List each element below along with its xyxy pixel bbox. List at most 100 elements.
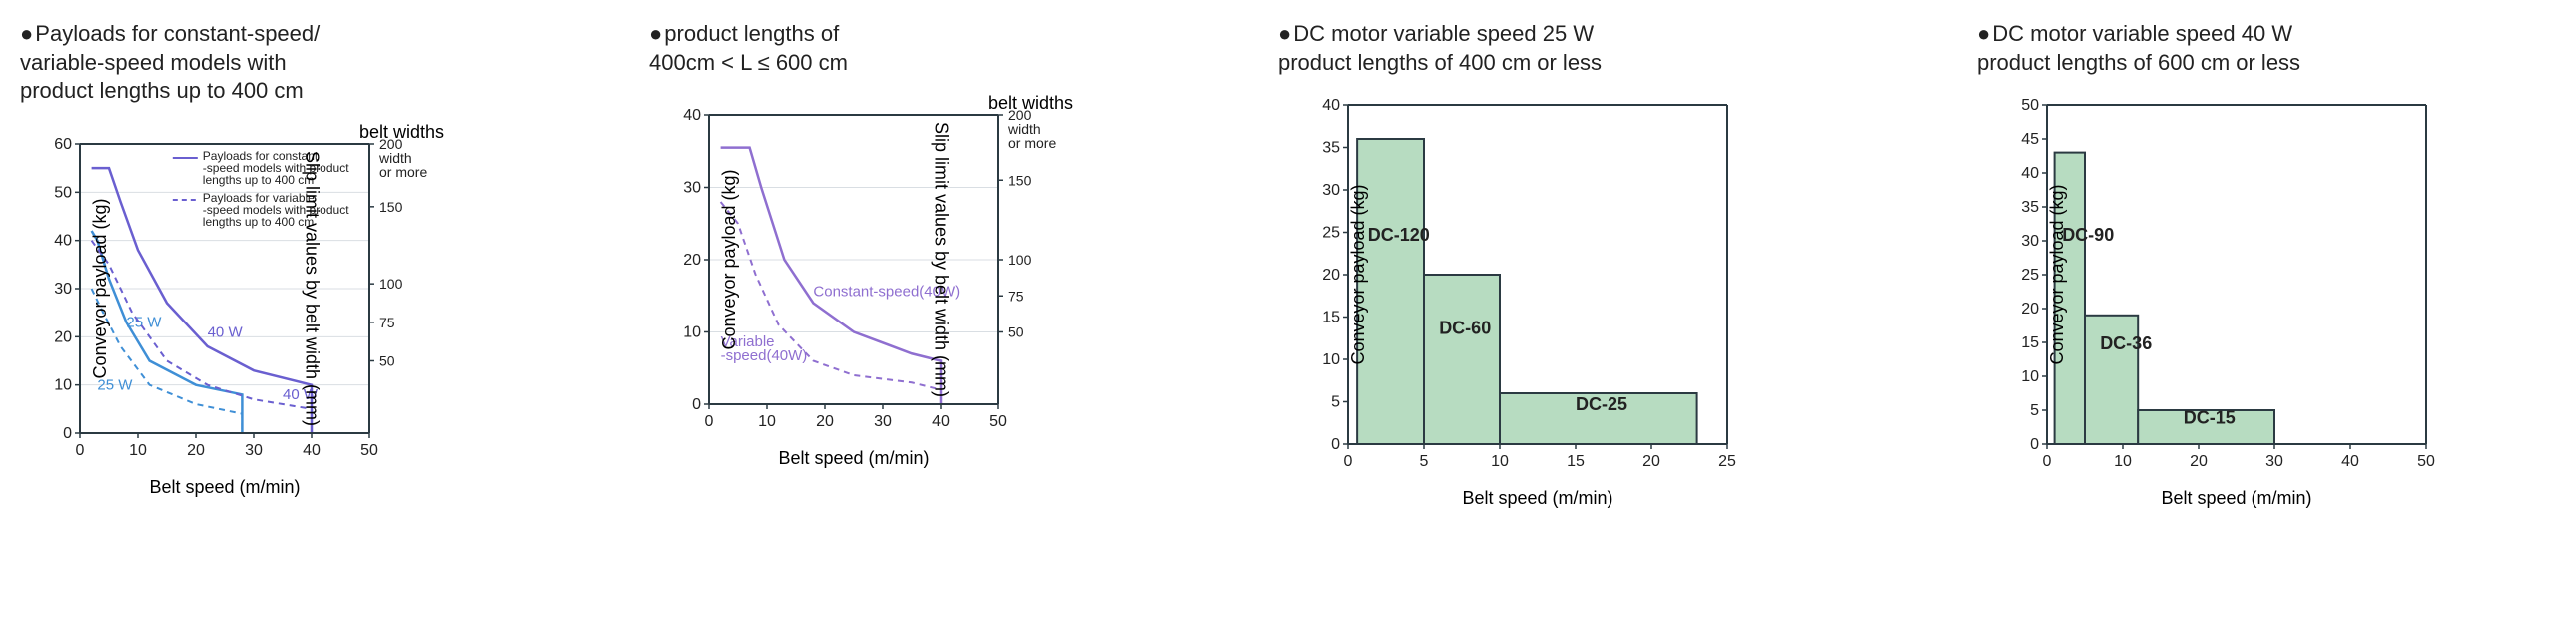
x-axis-label: Belt speed (m/min) <box>80 477 369 498</box>
svg-text:DC-25: DC-25 <box>1576 394 1627 414</box>
svg-text:100: 100 <box>1008 252 1032 268</box>
svg-text:DC-60: DC-60 <box>1439 319 1491 338</box>
svg-text:40: 40 <box>932 413 950 430</box>
panel-title: product lengths of 400cm < L ≤ 600 cm <box>649 20 1228 77</box>
svg-text:30: 30 <box>2265 453 2283 470</box>
svg-text:10: 10 <box>758 413 776 430</box>
svg-text:20: 20 <box>1322 267 1340 284</box>
svg-text:20: 20 <box>2021 301 2039 318</box>
svg-text:5: 5 <box>1420 453 1429 470</box>
top-right-label: belt widths <box>359 122 444 143</box>
svg-text:100: 100 <box>379 276 403 292</box>
panel-title: DC motor variable speed 25 W product len… <box>1278 20 1927 77</box>
svg-text:DC-120: DC-120 <box>1368 225 1430 245</box>
svg-text:20: 20 <box>1642 453 1660 470</box>
svg-text:25 W: 25 W <box>97 376 133 393</box>
svg-text:150: 150 <box>1008 172 1032 188</box>
svg-text:15: 15 <box>1322 310 1340 326</box>
svg-text:50: 50 <box>2417 453 2435 470</box>
y-axis-label: Conveyor payload (kg) <box>2047 185 2068 365</box>
x-axis-label: Belt speed (m/min) <box>1348 488 1727 509</box>
svg-text:30: 30 <box>683 180 701 197</box>
svg-text:or more: or more <box>1008 135 1056 151</box>
y-axis-label: Conveyor payload (kg) <box>1348 185 1369 365</box>
svg-text:or more: or more <box>379 164 427 180</box>
svg-text:10: 10 <box>683 324 701 341</box>
svg-text:0: 0 <box>63 425 72 442</box>
svg-text:40: 40 <box>1322 97 1340 114</box>
svg-text:lengths up to 400 cm: lengths up to 400 cm <box>203 215 314 229</box>
chart-area: 0 5 10 15 20 25 30 35 40 0 5 10 15 20 25 DC-120 DC-60 DC-… <box>1278 85 1777 484</box>
svg-text:0: 0 <box>2030 436 2039 453</box>
panel-title: Payloads for constant-speed/ variable-sp… <box>20 20 599 106</box>
chart-panel-2: DC motor variable speed 25 W product len… <box>1278 20 1927 509</box>
svg-text:20: 20 <box>816 413 834 430</box>
x-axis-label: Belt speed (m/min) <box>2047 488 2426 509</box>
svg-text:30: 30 <box>245 442 263 459</box>
svg-text:30: 30 <box>2021 233 2039 250</box>
svg-text:30: 30 <box>1322 182 1340 199</box>
svg-text:DC-90: DC-90 <box>2062 225 2114 245</box>
svg-text:60: 60 <box>54 136 72 153</box>
svg-text:50: 50 <box>379 352 395 368</box>
svg-text:5: 5 <box>2030 402 2039 419</box>
chart-panel-3: DC motor variable speed 40 W product len… <box>1977 20 2576 509</box>
svg-text:10: 10 <box>1322 351 1340 368</box>
svg-text:DC-15: DC-15 <box>2184 408 2236 428</box>
svg-text:40: 40 <box>303 442 321 459</box>
svg-text:35: 35 <box>2021 199 2039 216</box>
svg-text:50: 50 <box>989 413 1007 430</box>
svg-text:10: 10 <box>2114 453 2132 470</box>
svg-text:45: 45 <box>2021 131 2039 148</box>
svg-text:0: 0 <box>1344 453 1353 470</box>
svg-text:0: 0 <box>692 396 701 413</box>
svg-text:10: 10 <box>54 376 72 393</box>
svg-text:150: 150 <box>379 199 403 215</box>
svg-text:20: 20 <box>683 252 701 269</box>
svg-text:20: 20 <box>2190 453 2208 470</box>
chart-area: 0510152025303540455001020304050DC-90DC-3… <box>1977 85 2476 484</box>
svg-text:40 W: 40 W <box>208 323 244 340</box>
y-axis-label: Conveyor payload (kg) <box>719 170 740 350</box>
svg-text:25: 25 <box>2021 267 2039 284</box>
svg-text:20: 20 <box>54 328 72 345</box>
svg-text:50: 50 <box>1008 324 1024 340</box>
svg-text:15: 15 <box>1567 453 1585 470</box>
svg-text:10: 10 <box>1491 453 1509 470</box>
panel-title: DC motor variable speed 40 W product len… <box>1977 20 2576 77</box>
svg-text:10: 10 <box>2021 368 2039 385</box>
top-right-label: belt widths <box>988 93 1073 114</box>
svg-text:0: 0 <box>76 442 85 459</box>
svg-text:10: 10 <box>129 442 147 459</box>
x-axis-label: Belt speed (m/min) <box>709 448 998 469</box>
svg-text:15: 15 <box>2021 334 2039 351</box>
svg-text:25: 25 <box>1322 225 1340 242</box>
svg-text:40: 40 <box>54 232 72 249</box>
chart-svg: 01020304001020304050200widthor more15010… <box>649 85 1078 444</box>
chart-area: 010203040506001020304050200widthor more1… <box>20 114 449 473</box>
y2-axis-label: Slip limit values by belt width (mm) <box>301 151 322 426</box>
svg-text:0: 0 <box>705 413 714 430</box>
svg-text:30: 30 <box>54 281 72 298</box>
svg-text:40: 40 <box>2021 165 2039 182</box>
y2-axis-label: Slip limit values by belt width (mm) <box>930 122 951 397</box>
svg-text:35: 35 <box>1322 140 1340 157</box>
svg-text:25: 25 <box>1718 453 1736 470</box>
svg-text:50: 50 <box>2021 97 2039 114</box>
svg-text:50: 50 <box>54 184 72 201</box>
svg-text:20: 20 <box>187 442 205 459</box>
svg-text:40: 40 <box>683 107 701 124</box>
chart-panel-1: product lengths of 400cm < L ≤ 600 cm 0 10… <box>649 20 1228 509</box>
chart-svg: 010203040506001020304050200widthor more1… <box>20 114 449 473</box>
svg-text:0: 0 <box>1331 436 1340 453</box>
svg-text:DC-36: DC-36 <box>2100 333 2152 353</box>
svg-text:75: 75 <box>1008 288 1024 304</box>
y-axis-label: Conveyor payload (kg) <box>90 198 111 378</box>
chart-area: 01020304001020304050200widthor more15010… <box>649 85 1078 444</box>
svg-text:0: 0 <box>2043 453 2052 470</box>
svg-text:lengths up to 400 cm: lengths up to 400 cm <box>203 173 314 187</box>
svg-text:5: 5 <box>1331 394 1340 411</box>
svg-text:-speed(40W): -speed(40W) <box>721 347 808 364</box>
svg-text:50: 50 <box>360 442 378 459</box>
svg-text:30: 30 <box>874 413 892 430</box>
